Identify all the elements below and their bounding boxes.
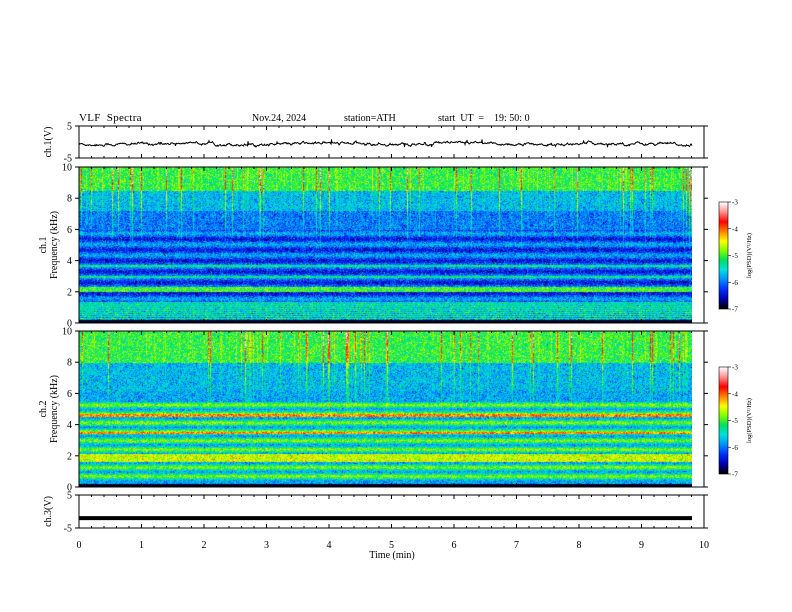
sp2-ytick-label: 0 (67, 483, 72, 494)
ch1-ylabel: ch.1(V) (43, 127, 54, 158)
ch3-ylabel: ch.3(V) (43, 496, 54, 527)
sp1-ytick-label: 6 (67, 225, 72, 236)
station-label: station=ATH (344, 113, 396, 124)
sp1-ytick-label: 2 (67, 287, 72, 298)
sp2-ytick-label: 10 (62, 327, 72, 338)
sp1-ytick-label: 0 (67, 319, 72, 330)
ch1-colorbar-image (719, 202, 728, 309)
cb2-tick-label: -6 (732, 444, 738, 452)
ch3-ytick-label: 5 (67, 491, 72, 502)
ch1-waveform-panel: 5 -5 ch.1(V) (43, 122, 708, 165)
ch2-spectrogram-panel: 0 2 4 6 8 10 ch.2 Frequency (kHz) (38, 327, 708, 494)
time-tick-label: 7 (514, 540, 519, 551)
time-tick-label: 2 (202, 540, 207, 551)
ch1-spectrogram-panel: 0 2 4 6 8 10 ch.1 Frequency (kHz) (38, 163, 708, 330)
cb1-tick-label: -4 (732, 225, 738, 233)
sp2-ylabel: ch.2 (38, 401, 49, 418)
cb1-tick-label: -5 (732, 252, 738, 260)
ch2-colorbar: -3 -4 -5 -6 -7 log(PSD)(V²/Hz) (718, 364, 753, 479)
figure-title: VLF Spectra (79, 112, 142, 124)
cb1-tick-label: -3 (732, 199, 738, 207)
sp2-ytick-label: 4 (67, 420, 72, 431)
ch1-frame (78, 125, 705, 159)
sp1-ylabel: ch.1 (38, 237, 49, 254)
time-tick-label: 10 (699, 540, 709, 551)
cb1-tick-label: -6 (732, 279, 738, 287)
cb2-tick-label: -5 (732, 417, 738, 425)
cb2-tick-label: -3 (732, 364, 738, 372)
ch2-spectrogram-image (79, 331, 692, 487)
time-tick-label: 5 (389, 540, 394, 551)
time-tick-label: 3 (264, 540, 269, 551)
cb2-tick-label: -4 (732, 390, 738, 398)
time-tick-label: 4 (327, 540, 332, 551)
sp2-ytick-label: 8 (67, 358, 72, 369)
sp1-ylabel: Frequency (kHz) (49, 211, 60, 279)
start-time-label: start UT = 19: 50: 0 (438, 113, 530, 124)
cb2-tick-label: -7 (732, 471, 738, 479)
sp1-ytick-label: 8 (67, 194, 72, 205)
time-tick-label: 0 (77, 540, 82, 551)
date-label: Nov.24, 2024 (252, 113, 307, 124)
sp2-ylabel: Frequency (kHz) (49, 375, 60, 443)
ch1-ytick-label: 5 (67, 122, 72, 133)
ch1-ytick-label: -5 (64, 154, 72, 165)
ch3-waveform-panel: 5 -5 ch.3(V) (43, 491, 708, 535)
time-tick-label: 6 (452, 540, 457, 551)
time-axis: 0 1 2 3 4 5 6 7 8 9 10 Time (min) (77, 540, 710, 561)
time-tick-label: 1 (139, 540, 144, 551)
time-tick-label: 9 (639, 540, 644, 551)
ch3-frame (78, 494, 705, 529)
sp1-ytick-label: 4 (67, 256, 72, 267)
cb1-label: log(PSD)(V²/Hz) (746, 233, 753, 278)
ch2-colorbar-image (719, 367, 728, 474)
sp1-ytick-label: 10 (62, 163, 72, 174)
time-tick-label: 8 (577, 540, 582, 551)
ch1-spectrogram-image (79, 167, 692, 323)
ch3-ytick-label: -5 (64, 524, 72, 535)
sp2-ytick-label: 2 (67, 451, 72, 462)
ch1-trace (79, 139, 693, 148)
cb1-tick-label: -7 (732, 306, 738, 314)
time-axis-label: Time (min) (369, 550, 414, 561)
ch1-colorbar: -3 -4 -5 -6 -7 log(PSD)(V²/Hz) (718, 199, 753, 314)
sp2-ytick-label: 6 (67, 389, 72, 400)
cb2-label: log(PSD)(V²/Hz) (746, 398, 753, 443)
